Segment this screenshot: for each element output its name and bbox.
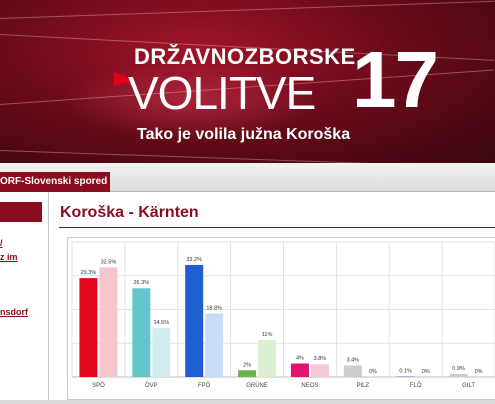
data-label: 11% [262,332,273,338]
data-label: 0.1% [399,369,412,375]
bar-spö-previous [99,267,117,377]
banner-streak [0,150,495,163]
tick-label: GRÜNE [246,382,268,389]
bar-gilt-current [450,374,468,377]
main-content: Koroška - Kärnten 29.3% 32.5% SPÖ 26.3% 14.5… [48,192,495,400]
data-label: 0.9% [452,366,465,372]
bar-övp-current [132,288,150,377]
bar-grüne-previous [258,340,276,377]
tab-slovenski-spored[interactable]: ORF-Slovenski spored [0,172,110,192]
sidebar-link[interactable]: / [0,238,3,248]
banner-year: 17 [352,40,437,120]
results-chart: 29.3% 32.5% SPÖ 26.3% 14.5% ÖVP 33.2% 18.8% FPÖ 2… [67,237,495,400]
data-label: 18.8% [206,306,222,312]
data-label: 0% [369,369,377,375]
bar-fpö-current [185,265,203,377]
sidebar-link[interactable]: z im [0,252,18,262]
data-label: 32.5% [101,259,117,265]
title-divider [59,227,495,228]
tick-label: FPÖ [198,382,211,389]
bar-fpö-previous [205,314,223,377]
bar-pilz-current [344,366,362,377]
data-label: 3.8% [314,356,327,362]
banner-streak [0,1,495,19]
data-label: 26.3% [134,280,150,286]
tick-label: PILZ [356,383,369,389]
bar-övp-previous [152,328,170,377]
sidebar-link[interactable]: nsdorf [0,307,28,317]
bar-neos-current [291,364,309,378]
data-label: 29.3% [81,270,97,276]
results-chart-svg: 29.3% 32.5% SPÖ 26.3% 14.5% ÖVP 33.2% 18.8% FPÖ 2… [68,238,495,399]
bar-grüne-current [238,370,256,377]
data-label: 33.2% [186,257,202,263]
data-label: 2% [243,362,251,368]
data-label: 3.4% [347,358,360,364]
bar-neos-previous [311,364,329,377]
tick-label: SPÖ [92,382,105,389]
bar-spö-current [79,278,97,377]
election-banner: DRŽAVNOZBORSKE VOLITVE 17 Tako je volila… [0,0,495,163]
sidebar: / z im nsdorf [0,192,48,400]
page-title: Koroška - Kärnten [60,204,199,222]
tick-label: GILT [462,383,475,389]
nav-bar: ORF-Slovenski spored [0,163,495,192]
banner-subtitle: Tako je volila južna Koroška [137,126,350,144]
tick-label: ÖVP [145,382,158,389]
tick-label: FLÖ [410,382,422,389]
data-label: 14.5% [154,320,170,326]
sidebar-header [0,202,42,222]
banner-line2: VOLITVE [128,70,315,116]
tick-label: NEOS [301,383,318,389]
data-label: 4% [296,356,304,362]
data-label: 0% [422,369,430,375]
data-label: 0% [475,369,483,375]
